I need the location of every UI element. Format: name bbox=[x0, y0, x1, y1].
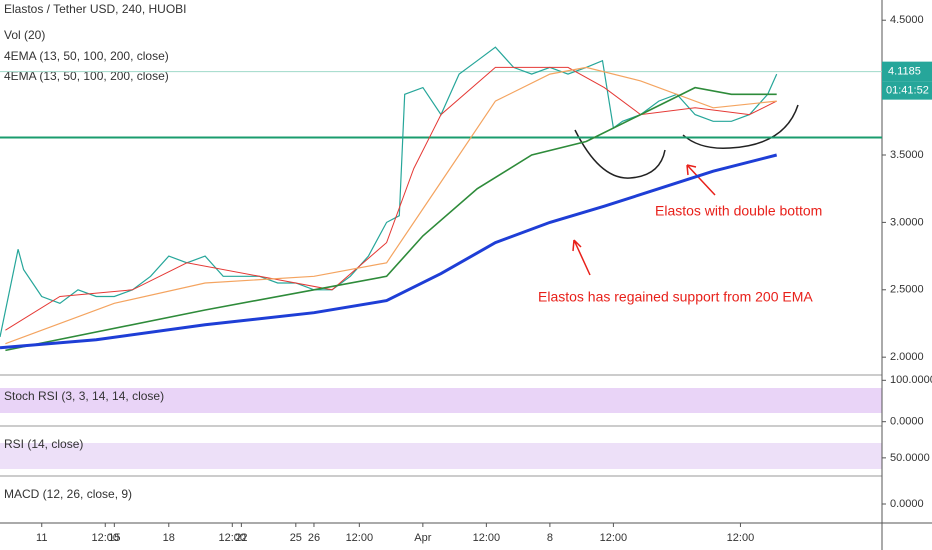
x-tick-label: 12:00 bbox=[473, 532, 501, 544]
rsi-band bbox=[0, 443, 882, 469]
panel-tick-label: 50.0000 bbox=[890, 452, 930, 464]
x-tick-label: 22 bbox=[235, 532, 247, 544]
chart-title: Elastos / Tether USD, 240, HUOBI bbox=[4, 2, 187, 16]
x-tick-label: Apr bbox=[414, 532, 431, 544]
x-tick-label: 25 bbox=[290, 532, 302, 544]
x-tick-label: 8 bbox=[547, 532, 553, 544]
series-line bbox=[5, 86, 777, 352]
panel-tick-label: 0.0000 bbox=[890, 416, 924, 428]
series-line bbox=[5, 66, 777, 345]
y-tick-label: 3.5000 bbox=[890, 149, 924, 161]
x-tick-label: 18 bbox=[163, 532, 175, 544]
double-bottom-curve bbox=[682, 104, 799, 149]
y-tick-label: 3.0000 bbox=[890, 216, 924, 228]
countdown-box bbox=[882, 81, 932, 100]
legend-text: Vol (20) bbox=[4, 28, 45, 42]
panel-title: RSI (14, close) bbox=[4, 437, 83, 451]
x-tick-label: 12:00 bbox=[91, 532, 119, 544]
y-tick-label: 4.5000 bbox=[890, 14, 924, 26]
last-price-label: 4.1185 bbox=[888, 66, 921, 78]
x-tick-label: 15 bbox=[108, 532, 120, 544]
y-tick-label: 2.5000 bbox=[890, 284, 924, 296]
double-bottom-curve bbox=[574, 129, 666, 179]
legend-text: 4EMA (13, 50, 100, 200, close) bbox=[4, 69, 169, 83]
arrow bbox=[572, 239, 591, 276]
legend-text: 4EMA (13, 50, 100, 200, close) bbox=[4, 49, 169, 63]
annotation: Elastos with double bottom bbox=[655, 203, 822, 219]
arrow bbox=[686, 164, 716, 196]
series-line bbox=[5, 66, 777, 331]
countdown-label: 01:41:52 bbox=[886, 85, 929, 97]
stoch-band bbox=[0, 388, 882, 413]
x-tick-label: 11 bbox=[36, 532, 47, 544]
panel-title: Stoch RSI (3, 3, 14, 14, close) bbox=[4, 389, 164, 403]
x-tick-label: 26 bbox=[308, 532, 320, 544]
last-price-box bbox=[882, 61, 932, 82]
y-tick-label: 2.0000 bbox=[890, 351, 924, 363]
series-line bbox=[0, 153, 778, 350]
x-tick-label: 12:00 bbox=[219, 532, 247, 544]
panel-tick-label: 100.0000 bbox=[890, 374, 932, 386]
x-tick-label: 12:00 bbox=[600, 532, 628, 544]
series-line bbox=[0, 46, 778, 338]
panel-tick-label: 0.0000 bbox=[890, 498, 924, 510]
x-tick-label: 12:00 bbox=[346, 532, 374, 544]
annotation: Elastos has regained support from 200 EM… bbox=[538, 289, 813, 305]
x-tick-label: 12:00 bbox=[727, 532, 755, 544]
panel-title: MACD (12, 26, close, 9) bbox=[4, 487, 132, 501]
